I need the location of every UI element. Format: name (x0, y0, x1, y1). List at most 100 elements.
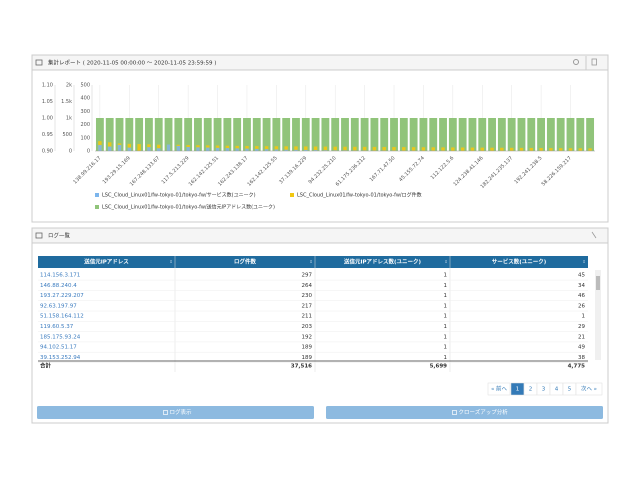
button-label[interactable]: クローズアップ分析 (459, 408, 509, 416)
cell: 38 (578, 355, 585, 361)
bar (125, 118, 134, 151)
page-label[interactable]: 1 (516, 387, 520, 393)
button-icon (163, 410, 168, 415)
cell: 1 (444, 345, 448, 351)
bar (500, 147, 504, 151)
bar (95, 118, 104, 151)
bar (184, 118, 193, 151)
bar (154, 118, 163, 151)
export-icon[interactable] (591, 58, 597, 66)
page-label[interactable]: « 前へ (491, 385, 508, 393)
bar (294, 149, 298, 151)
cell: 1 (444, 293, 448, 299)
cell: 46 (578, 293, 585, 299)
ip-link[interactable]: 51.158.164.112 (40, 314, 84, 320)
ip-link[interactable]: 185.175.93.24 (40, 334, 81, 340)
legend-label[interactable]: LSC_Cloud_Linux01/fw-tokyo-01/tokyo-fw/ロ… (297, 192, 422, 199)
page-label[interactable]: 4 (555, 387, 559, 393)
bar (576, 118, 585, 151)
action-button[interactable] (326, 406, 603, 419)
bar (233, 118, 242, 151)
legend-label[interactable]: LSC_Cloud_Linux01/fw-tokyo-01/tokyo-fw/送… (102, 204, 275, 211)
legend-swatch (95, 205, 99, 209)
bar (243, 118, 251, 151)
y2-tick-label: 1.5k (61, 99, 72, 105)
settings-icon[interactable] (573, 59, 579, 65)
bar (539, 148, 543, 151)
button-label[interactable]: ログ表示 (170, 408, 193, 416)
bar (294, 146, 298, 151)
bar (527, 118, 536, 151)
bar (448, 118, 457, 151)
download-icon[interactable] (591, 231, 597, 239)
ip-link[interactable]: 114.156.3.171 (40, 273, 80, 279)
bar (157, 144, 161, 151)
bar (194, 118, 202, 151)
bar (519, 147, 524, 151)
column-header[interactable]: 送信元IPアドレス数(ユニーク) (343, 258, 422, 266)
report-title: 集計レポート ( 2020-11-05 00:00:00 ～ 2020-11-0… (48, 59, 216, 67)
ip-link[interactable]: 94.102.51.17 (40, 345, 77, 351)
cell: 1 (444, 324, 448, 330)
bar (353, 146, 357, 151)
bar (272, 118, 281, 151)
bar (255, 146, 259, 151)
column-header[interactable]: サービス数(ユニーク) (492, 258, 547, 266)
ip-link[interactable]: 92.63.197.97 (40, 303, 77, 309)
bar (480, 147, 484, 151)
ip-link[interactable]: 39.153.252.94 (40, 355, 81, 361)
page-label[interactable]: 次へ » (581, 385, 597, 393)
table-header (38, 256, 588, 268)
bar (390, 118, 398, 151)
bar (147, 147, 151, 151)
cell: 203 (302, 324, 313, 330)
page-label[interactable]: 3 (542, 387, 546, 393)
ip-link[interactable]: 146.88.240.4 (40, 283, 77, 289)
y2-tick-label: 500 (62, 132, 72, 138)
bar (392, 147, 396, 151)
cell: 45 (578, 273, 585, 279)
bar (323, 146, 328, 151)
bar (343, 146, 347, 151)
bar (470, 147, 475, 151)
bar (458, 118, 467, 151)
ip-link[interactable]: 119.60.5.37 (40, 324, 74, 330)
bar (421, 147, 426, 151)
action-button[interactable] (37, 406, 314, 419)
bar (284, 146, 288, 151)
bar (164, 118, 173, 151)
legend-label[interactable]: LSC_Cloud_Linux01/fw-tokyo-01/tokyo-fw/サ… (102, 192, 256, 199)
bar (145, 118, 153, 151)
bar (460, 147, 465, 151)
column-header[interactable]: 送信元IPアドレス (83, 258, 129, 266)
bar (419, 118, 428, 151)
bar (372, 146, 377, 151)
cell: 1 (444, 283, 448, 289)
legend-swatch (95, 193, 99, 197)
y-tick-label: 0.90 (42, 149, 53, 155)
page-button[interactable] (575, 382, 603, 396)
sort-icon: ⇕ (169, 259, 172, 264)
column-header[interactable]: ログ件数 (234, 258, 257, 266)
ip-link[interactable]: 193.27.229.207 (40, 293, 84, 299)
bar (507, 118, 516, 151)
bar (556, 118, 565, 151)
page-label[interactable]: 2 (529, 387, 533, 393)
cell: 1 (444, 273, 448, 279)
cell: 189 (302, 355, 313, 361)
total-cell: 37,516 (291, 364, 312, 370)
page-button[interactable] (487, 382, 511, 396)
scroll-thumb[interactable] (596, 276, 600, 290)
cell: 211 (302, 314, 313, 320)
bar (264, 146, 269, 151)
y2-tick-label: 0 (69, 149, 72, 155)
page-label[interactable]: 5 (568, 387, 572, 393)
bar (360, 118, 369, 151)
bar (292, 118, 300, 151)
bar (578, 148, 583, 151)
log-title: ログ一覧 (48, 232, 71, 240)
scrollbar[interactable] (595, 270, 601, 360)
bar (137, 144, 141, 151)
bar (380, 118, 389, 151)
bar (546, 118, 555, 151)
